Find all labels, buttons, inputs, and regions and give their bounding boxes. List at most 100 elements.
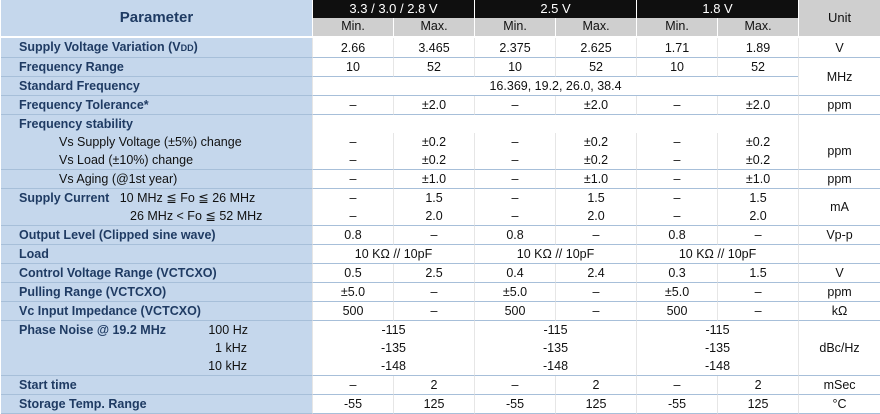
value-cell: – [474,170,556,189]
row-label-output-level: Output Level (Clipped sine wave) [1,226,312,245]
value-cell: -55 [312,395,393,414]
value-cell: ±0.2 [717,133,798,151]
empty-cell [312,115,798,133]
row-label-storage-temp-range: Storage Temp. Range [1,395,312,414]
value-cell: -135 [312,339,474,357]
value-cell: – [717,226,799,245]
row-label-load: Load [1,245,312,264]
value-cell: ±5.0 [312,283,393,302]
value-cell: -55 [474,395,556,414]
table-row: Vc Input Impedance (VCTCXO) 500 – 500 – … [1,302,880,321]
value-cell: – [312,151,393,170]
value-cell: 500 [312,302,393,321]
table-row: Pulling Range (VCTCXO) ±5.0 – ±5.0 – ±5.… [1,283,880,302]
row-label-phase-noise: Phase Noise @ 19.2 MHz 100 Hz [1,321,312,339]
value-cell: -135 [636,339,798,357]
unit-cell: kΩ [798,302,880,321]
value-cell: – [555,226,637,245]
value-cell: ±1.0 [555,170,637,189]
value-cell: 10 KΩ // 10pF [474,245,637,264]
value-cell: 0.5 [312,264,393,283]
parameter-header: Parameter [1,0,312,38]
value-cell: -115 [636,321,798,339]
value-cell: ±0.2 [393,133,474,151]
value-cell: – [717,283,799,302]
value-cell: – [312,376,393,395]
offset-label: 1 kHz [215,341,247,355]
table-row: 26 MHz < Fo ≦ 52 MHz – 2.0 – 2.0 – 2.0 [1,207,880,226]
value-cell: – [393,283,475,302]
value-cell: – [555,283,637,302]
value-cell: ±2.0 [717,96,799,115]
value-cell: ±5.0 [636,283,718,302]
value-cell: 2.5 [393,264,475,283]
value-cell: 16.369, 19.2, 26.0, 38.4 [312,77,799,96]
row-label-supply-voltage: Supply Voltage Variation (VDD) [1,38,312,58]
value-cell: 10 [474,58,556,77]
table-row: 1 kHz -135 -135 -135 [1,339,880,357]
value-cell: – [393,302,475,321]
table-row: Standard Frequency 16.369, 19.2, 26.0, 3… [1,77,880,96]
row-label-phase-noise-1khz: 1 kHz [1,339,312,357]
value-cell: 10 [636,58,718,77]
value-cell: 125 [393,395,475,414]
value-cell: 0.4 [474,264,556,283]
row-label-control-voltage-range: Control Voltage Range (VCTCXO) [1,264,312,283]
table-row: Phase Noise @ 19.2 MHz 100 Hz -115 -115 -… [1,321,880,376]
value-cell: 2.0 [393,207,475,226]
value-cell: 2 [717,376,799,395]
value-cell: – [474,151,556,170]
unit-cell: mA [798,189,880,226]
value-cell: – [636,96,718,115]
unit-cell: dBc/Hz [798,321,880,376]
value-cell: ±5.0 [474,283,556,302]
value-cell: -148 [474,357,637,376]
value-cell: – [636,151,718,170]
value-cell: 2.0 [555,207,637,226]
unit-cell: V [798,264,880,283]
unit-header: Unit [798,0,880,38]
value-cell: 0.8 [474,226,556,245]
table-row: Supply Voltage Variation (VDD) 2.66 3.46… [1,38,880,58]
min-header: Min. [312,17,393,38]
row-label-frequency-tolerance: Frequency Tolerance* [1,96,312,115]
value-cell: 2.625 [555,38,637,58]
value-cell: – [636,376,718,395]
value-cell: ±0.2 [393,151,475,170]
row-label-vs-load: Vs Load (±10%) change [1,151,312,170]
table-row: Load 10 KΩ // 10pF 10 KΩ // 10pF 10 KΩ /… [1,245,880,264]
value-cell: – [636,189,717,207]
value-cell: -115 [312,321,474,339]
unit-cell: ppm [798,170,880,189]
value-cell: ±1.0 [717,170,799,189]
value-cell: – [474,133,555,151]
offset-label: 10 kHz [208,359,247,373]
row-label-pulling-range: Pulling Range (VCTCXO) [1,283,312,302]
min-header: Min. [636,17,718,38]
row-label-standard-frequency: Standard Frequency [1,77,312,96]
value-cell: 1.5 [393,189,474,207]
value-cell: – [474,207,556,226]
value-cell: – [312,189,393,207]
row-label-vs-supply-voltage: Vs Supply Voltage (±5%) change [1,133,312,151]
voltage-header-2v5: 2.5 V [474,0,637,18]
table-row: Supply Current 10 MHz ≦ Fo ≦ 26 MHz – 1.… [1,189,880,226]
table-row: Frequency Range 10 52 10 52 10 52 MHz [1,58,880,96]
value-cell: -115 [474,321,636,339]
max-header: Max. [717,17,799,38]
value-cell: 52 [717,58,799,77]
value-cell: – [474,96,556,115]
value-cell: 0.3 [636,264,718,283]
value-cell: 0.8 [312,226,393,245]
value-cell: ±2.0 [393,96,475,115]
value-cell: 2 [555,376,637,395]
row-label-vc-input-impedance: Vc Input Impedance (VCTCXO) [1,302,312,321]
value-cell: 0.8 [636,226,718,245]
max-header: Max. [393,17,475,38]
row-label-frequency-stability: Frequency stability [1,115,312,133]
value-cell: 10 KΩ // 10pF [312,245,475,264]
table-row: Output Level (Clipped sine wave) 0.8 – 0… [1,226,880,245]
value-cell: -55 [636,395,718,414]
value-cell: ±0.2 [555,151,637,170]
